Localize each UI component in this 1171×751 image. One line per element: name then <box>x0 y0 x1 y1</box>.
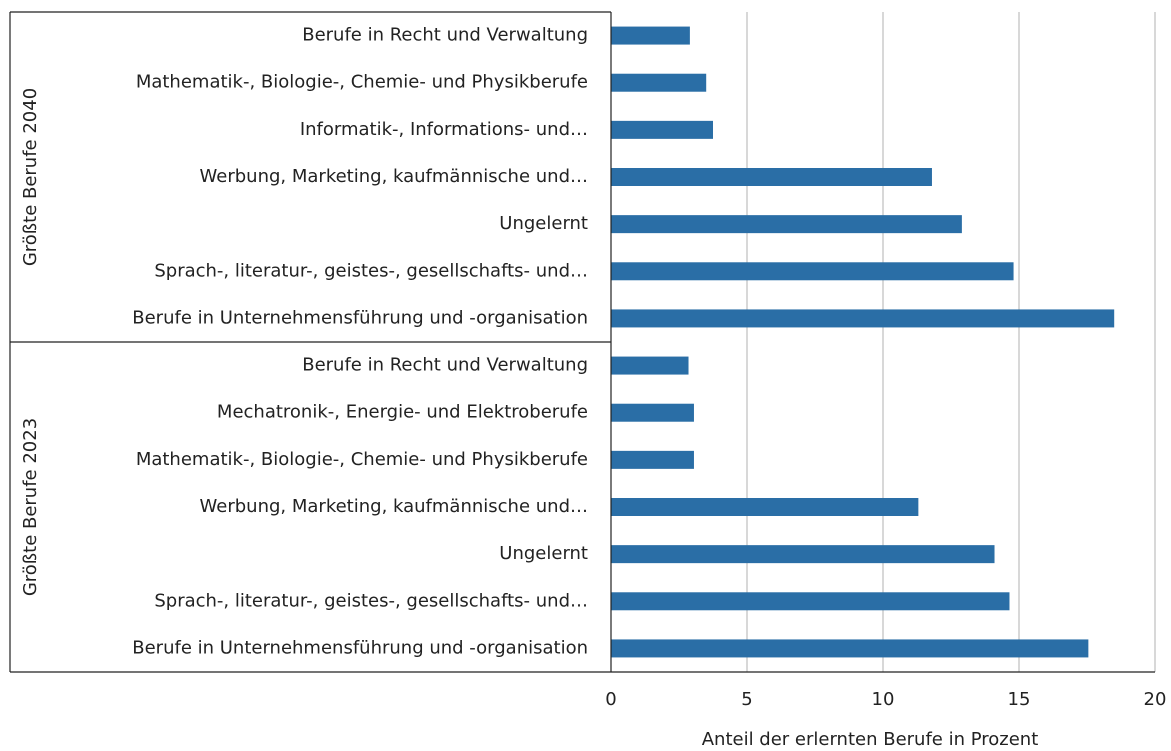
x-tick-label: 10 <box>872 689 895 710</box>
bar <box>611 168 932 186</box>
group-label: Größte Berufe 2040 <box>20 88 41 266</box>
y-tick-label: Werbung, Marketing, kaufmännische und… <box>200 166 588 187</box>
bar <box>611 450 694 469</box>
y-tick-label: Mechatronik-, Energie- und Elektroberufe <box>217 402 588 423</box>
y-tick-label: Sprach-, literatur-, geistes-, gesellsch… <box>154 590 588 611</box>
group-label: Größte Berufe 2023 <box>20 418 41 596</box>
x-tick-label: 5 <box>741 689 752 710</box>
y-tick-label: Mathematik-, Biologie-, Chemie- und Phys… <box>136 72 588 93</box>
x-axis-title: Anteil der erlernten Berufe in Prozent <box>702 729 1039 750</box>
bar <box>611 356 689 375</box>
y-tick-label: Berufe in Recht und Verwaltung <box>302 25 588 46</box>
x-tick-label: 0 <box>605 689 616 710</box>
bar <box>611 309 1115 328</box>
bar <box>611 73 707 92</box>
bar <box>611 592 1010 611</box>
y-tick-label: Berufe in Unternehmensführung und -organ… <box>132 307 588 328</box>
y-tick-label: Mathematik-, Biologie-, Chemie- und Phys… <box>136 449 588 470</box>
y-tick-label: Werbung, Marketing, kaufmännische und… <box>200 496 588 517</box>
y-tick-label: Informatik-, Informations- und… <box>300 119 588 140</box>
bar <box>611 403 694 422</box>
y-tick-label: Berufe in Unternehmensführung und -organ… <box>132 637 588 658</box>
bar <box>611 545 995 564</box>
y-tick-label: Ungelernt <box>499 543 588 564</box>
bar <box>611 498 919 516</box>
y-tick-label: Ungelernt <box>499 213 588 234</box>
x-tick-label: 15 <box>1008 689 1031 710</box>
y-tick-label: Berufe in Recht und Verwaltung <box>302 355 588 376</box>
bar <box>611 262 1014 281</box>
bar <box>611 215 962 234</box>
bar <box>611 26 690 45</box>
bar <box>611 120 713 139</box>
y-tick-label: Sprach-, literatur-, geistes-, gesellsch… <box>154 260 588 281</box>
x-tick-label: 20 <box>1144 689 1167 710</box>
bar <box>611 639 1089 658</box>
